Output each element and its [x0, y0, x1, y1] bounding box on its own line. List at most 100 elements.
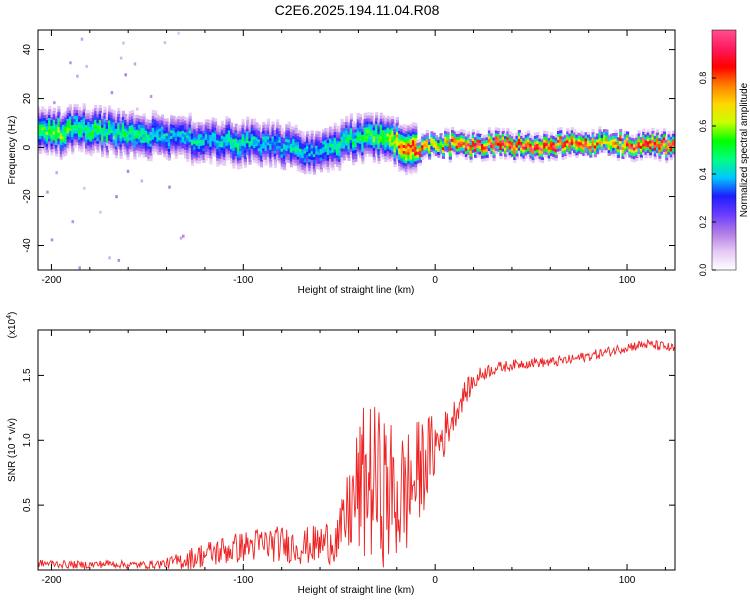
- spectrogram-cell: [209, 140, 213, 144]
- spectrogram-cell: [365, 150, 370, 154]
- spectrogram-cell: [349, 154, 353, 158]
- spectrogram-cell: [107, 143, 112, 147]
- spectrogram-cell: [68, 110, 73, 114]
- spectrogram-cell: [246, 148, 250, 152]
- spectrogram-cell: [529, 143, 533, 147]
- spectrogram-cell: [375, 138, 379, 142]
- spectrogram-cell: [257, 124, 261, 128]
- spectrogram-cell: [352, 153, 356, 157]
- spectrogram-cell: [121, 125, 125, 129]
- spectrogram-cell: [517, 138, 522, 142]
- spectrogram-cell: [593, 139, 597, 143]
- spectrogram-cell: [225, 139, 229, 143]
- spectrogram-cell: [388, 155, 393, 159]
- spectrogram-cell: [87, 142, 91, 146]
- spectrogram-cell: [299, 154, 303, 158]
- spectrogram-cell: [107, 128, 112, 133]
- spectrogram-cell: [644, 131, 648, 135]
- spectrogram-cell: [264, 159, 268, 163]
- spectrogram-cell: [276, 119, 280, 123]
- spectrogram-cell: [45, 137, 50, 141]
- spectrogram-cell: [98, 128, 102, 132]
- spectrogram-cell: [614, 141, 618, 145]
- spectrogram-cell: [586, 152, 591, 156]
- spectrogram-cell: [568, 145, 572, 149]
- spectrogram-cell: [68, 145, 73, 149]
- spectrogram-cell: [600, 131, 604, 136]
- spectrogram-cell: [172, 142, 176, 146]
- spectrogram-cell: [384, 141, 388, 145]
- spectrogram-cell: [246, 145, 250, 150]
- spectrogram-cell: [398, 139, 402, 143]
- spectrogram-cell: [381, 121, 386, 125]
- spectrogram-cell: [114, 119, 119, 123]
- spectrogram-cell: [510, 138, 515, 143]
- spectrogram-cell: [402, 153, 406, 157]
- spectrogram-cell: [605, 135, 609, 139]
- spectrogram-cell: [372, 147, 376, 151]
- spectrogram-cell: [497, 136, 501, 140]
- spectrogram-cell: [211, 152, 215, 156]
- spectrogram-cell: [276, 125, 280, 129]
- spectrogram-cell: [273, 159, 277, 163]
- spectrogram-cell: [409, 124, 413, 128]
- spectrogram-cell: [370, 115, 374, 119]
- spectrogram-cell: [637, 133, 641, 137]
- spectrogram-cell: [451, 135, 455, 139]
- spectrogram-cell: [140, 139, 144, 143]
- spectrogram-cell: [388, 146, 393, 150]
- spectrogram-cell: [319, 166, 323, 170]
- spectrogram-cell: [225, 157, 229, 161]
- spectrogram-cell: [204, 145, 208, 149]
- spectrogram-cell: [471, 137, 475, 142]
- spectrogram-cell: [582, 143, 586, 148]
- spectrogram-cell: [112, 142, 116, 146]
- spectrogram-cell: [115, 195, 118, 199]
- spectrogram-cell: [402, 144, 406, 148]
- spectrogram-cell: [167, 133, 172, 138]
- spectrogram-cell: [147, 125, 151, 129]
- spectrogram-cell: [480, 140, 485, 145]
- spectrogram-cell: [358, 149, 363, 153]
- spectrogram-cell: [299, 130, 303, 135]
- spectrogram-cell: [112, 148, 116, 152]
- spectrogram-cell: [186, 152, 190, 156]
- spectrogram-cell: [338, 152, 342, 157]
- spectrogram-cell: [52, 145, 56, 150]
- spectrogram-cell: [121, 110, 125, 114]
- spectrogram-cell: [133, 132, 137, 136]
- spectrogram-cell: [75, 142, 79, 146]
- spectrogram-cell: [110, 112, 114, 116]
- spectrogram-cell: [421, 142, 425, 146]
- spectrogram-cell: [264, 127, 268, 131]
- spectrogram-cell: [68, 142, 73, 146]
- spectrogram-cell: [312, 136, 317, 140]
- spectrogram-cell: [453, 137, 457, 141]
- spectrogram-cell: [183, 128, 188, 133]
- spectrogram-cell: [402, 127, 406, 131]
- spectrogram-cell: [259, 161, 264, 165]
- spectrogram-cell: [119, 123, 123, 127]
- spectrogram-cell: [204, 130, 208, 135]
- spectrogram-cell: [96, 114, 100, 118]
- spectrogram-cell: [503, 144, 508, 148]
- spectrogram-cell: [517, 135, 522, 139]
- spectrogram-cell: [101, 115, 105, 119]
- spectrogram-cell: [114, 125, 119, 129]
- spectrogram-cell: [130, 127, 135, 131]
- spectrogram-cell: [393, 143, 397, 147]
- spectrogram-cell: [89, 138, 93, 142]
- spectrogram-cell: [644, 139, 648, 144]
- spectrogram-cell: [658, 134, 662, 139]
- spectrogram-cell: [478, 139, 482, 143]
- spectrogram-cell: [73, 127, 77, 131]
- spectrogram-cell: [160, 135, 165, 139]
- spectrogram-cell: [570, 135, 574, 140]
- spectrogram-cell: [639, 151, 644, 155]
- spectrogram-cell: [347, 148, 351, 153]
- spectrogram-cell: [448, 138, 452, 142]
- spectrogram-cell: [375, 150, 379, 154]
- spectrogram-cell: [289, 140, 294, 144]
- spectrogram-cell: [87, 145, 91, 149]
- spectrogram-cell: [294, 145, 298, 149]
